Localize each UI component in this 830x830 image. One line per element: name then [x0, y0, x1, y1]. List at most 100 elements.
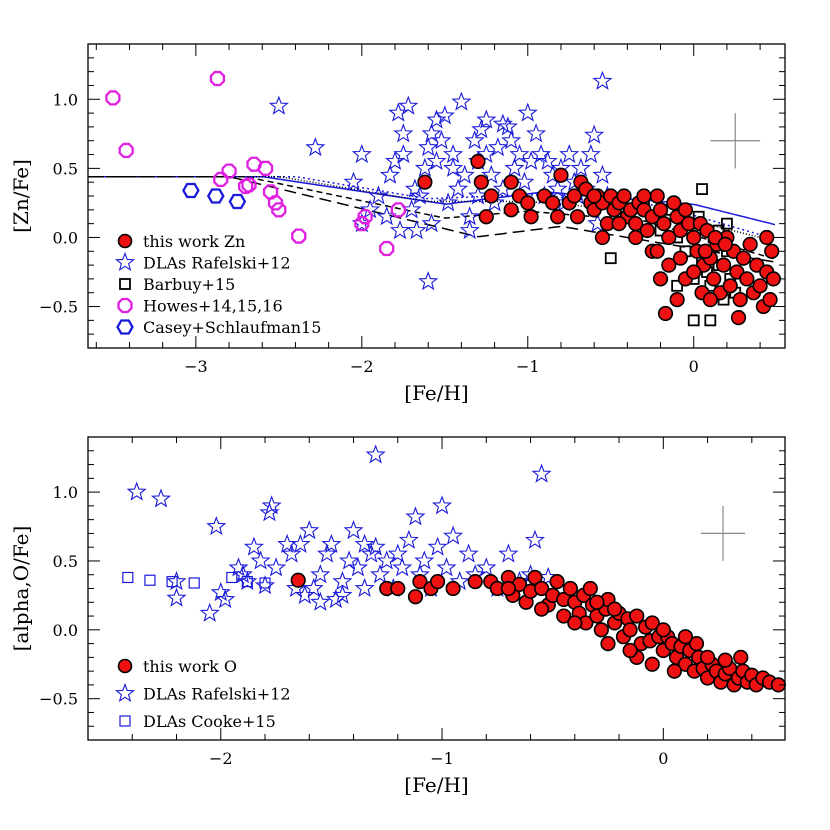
data-point	[523, 209, 539, 225]
data-point	[354, 577, 375, 598]
bottom-axis-ticks: −2 −1 0 −0.5 0.0 0.5 1.0	[39, 436, 785, 768]
data-point	[498, 543, 519, 563]
data-point	[126, 481, 147, 501]
legend-label: this work O	[143, 657, 237, 676]
data-point	[414, 550, 435, 570]
data-point	[414, 157, 435, 177]
data-point	[706, 271, 722, 287]
data-point	[443, 525, 464, 545]
data-point	[593, 622, 609, 638]
data-point	[521, 150, 542, 171]
data-point	[464, 130, 485, 150]
legend-marker	[119, 278, 131, 290]
legend-marker	[117, 297, 133, 314]
data-point	[448, 178, 469, 198]
data-point	[545, 195, 561, 211]
data-point	[166, 576, 178, 588]
data-point	[412, 574, 428, 590]
data-point	[398, 95, 419, 115]
legend-marker	[119, 715, 131, 727]
y-tick-label: −0.5	[39, 298, 78, 317]
data-point	[524, 529, 546, 549]
data-point	[688, 635, 705, 652]
data-point	[325, 588, 346, 609]
data-point	[237, 571, 258, 591]
data-point	[661, 257, 677, 273]
data-point	[566, 188, 582, 204]
data-point	[390, 202, 406, 218]
data-point	[347, 557, 369, 577]
legend-label: DLAs Rafelski+12	[143, 254, 291, 273]
bottom-error-bar	[700, 505, 746, 561]
data-point	[281, 543, 302, 563]
data-point	[434, 105, 455, 125]
data-point	[759, 229, 775, 246]
data-point	[628, 229, 644, 246]
data-point	[666, 195, 682, 211]
legend-marker	[117, 658, 133, 674]
data-point	[704, 314, 717, 327]
data-point	[305, 137, 326, 157]
data-point	[478, 209, 494, 225]
data-point	[387, 543, 408, 563]
data-point	[520, 195, 536, 211]
data-point	[752, 278, 768, 294]
data-point	[266, 557, 287, 577]
data-point	[458, 543, 479, 563]
data-point	[254, 575, 276, 595]
data-point	[517, 102, 538, 122]
data-point	[418, 137, 439, 157]
data-point	[105, 90, 121, 106]
data-point	[228, 193, 247, 210]
data-point	[354, 216, 370, 232]
data-point	[291, 228, 307, 244]
data-point	[549, 574, 565, 590]
data-point	[250, 550, 271, 570]
data-point	[649, 188, 665, 204]
data-point	[332, 584, 353, 604]
data-point	[379, 240, 395, 257]
data-point	[199, 602, 220, 622]
data-point	[246, 156, 262, 172]
data-point	[622, 622, 638, 638]
data-point	[569, 209, 586, 225]
data-point	[604, 252, 617, 265]
series-dlas-cooke-15	[122, 571, 271, 589]
data-point	[228, 557, 249, 577]
data-point	[351, 143, 372, 164]
data-point	[686, 229, 702, 246]
data-point	[438, 192, 459, 212]
bottom-legend: this work O DLAs Rafelski+12 DLAs Cooke+15	[114, 657, 291, 731]
data-point	[476, 143, 497, 164]
legend-marker	[114, 682, 136, 703]
data-point	[677, 202, 694, 218]
data-point	[666, 663, 682, 679]
data-point	[594, 229, 611, 246]
data-point	[503, 202, 519, 218]
data-point	[584, 124, 605, 144]
data-point	[215, 588, 236, 609]
data-point	[221, 163, 237, 179]
top-y-axis-label: [Zn/Fe]	[9, 159, 33, 233]
data-point	[764, 243, 780, 259]
data-point	[556, 608, 572, 624]
data-point	[586, 188, 602, 204]
data-point	[443, 143, 464, 164]
data-point	[526, 123, 547, 143]
data-point	[354, 533, 375, 553]
data-point	[398, 529, 419, 549]
data-point	[390, 580, 406, 597]
x-tick-label: 0	[689, 357, 699, 376]
data-point	[592, 70, 613, 90]
data-point	[321, 533, 342, 553]
data-point	[733, 649, 749, 665]
data-point	[365, 444, 386, 464]
data-point	[715, 257, 732, 273]
data-point	[299, 520, 320, 540]
data-point	[730, 310, 747, 326]
series-casey-schlaufman15	[182, 182, 247, 210]
data-point	[639, 222, 655, 239]
data-point	[501, 130, 522, 150]
data-point	[722, 278, 738, 294]
legend-label: DLAs Cooke+15	[143, 712, 276, 731]
